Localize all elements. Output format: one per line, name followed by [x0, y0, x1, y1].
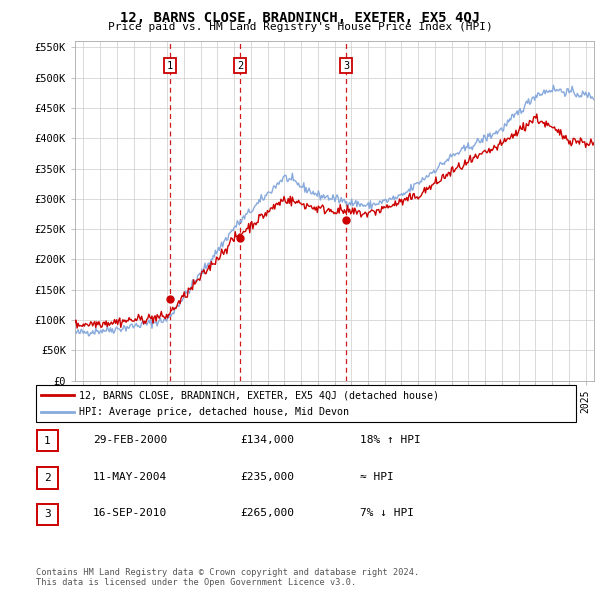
Text: 1: 1	[44, 436, 51, 445]
Text: 1: 1	[167, 61, 173, 71]
Text: £265,000: £265,000	[240, 509, 294, 518]
Text: 18% ↑ HPI: 18% ↑ HPI	[360, 435, 421, 444]
Text: 7% ↓ HPI: 7% ↓ HPI	[360, 509, 414, 518]
Text: 12, BARNS CLOSE, BRADNINCH, EXETER, EX5 4QJ (detached house): 12, BARNS CLOSE, BRADNINCH, EXETER, EX5 …	[79, 390, 439, 400]
Text: Contains HM Land Registry data © Crown copyright and database right 2024.
This d: Contains HM Land Registry data © Crown c…	[36, 568, 419, 587]
Text: 2: 2	[44, 473, 51, 483]
Text: £134,000: £134,000	[240, 435, 294, 444]
Text: 3: 3	[343, 61, 350, 71]
Text: 29-FEB-2000: 29-FEB-2000	[93, 435, 167, 444]
Text: ≈ HPI: ≈ HPI	[360, 472, 394, 481]
Text: 12, BARNS CLOSE, BRADNINCH, EXETER, EX5 4QJ: 12, BARNS CLOSE, BRADNINCH, EXETER, EX5 …	[120, 11, 480, 25]
Text: HPI: Average price, detached house, Mid Devon: HPI: Average price, detached house, Mid …	[79, 407, 349, 417]
Text: Price paid vs. HM Land Registry's House Price Index (HPI): Price paid vs. HM Land Registry's House …	[107, 22, 493, 32]
Text: 3: 3	[44, 510, 51, 519]
Text: 2: 2	[237, 61, 243, 71]
Text: £235,000: £235,000	[240, 472, 294, 481]
Text: 11-MAY-2004: 11-MAY-2004	[93, 472, 167, 481]
Text: 16-SEP-2010: 16-SEP-2010	[93, 509, 167, 518]
